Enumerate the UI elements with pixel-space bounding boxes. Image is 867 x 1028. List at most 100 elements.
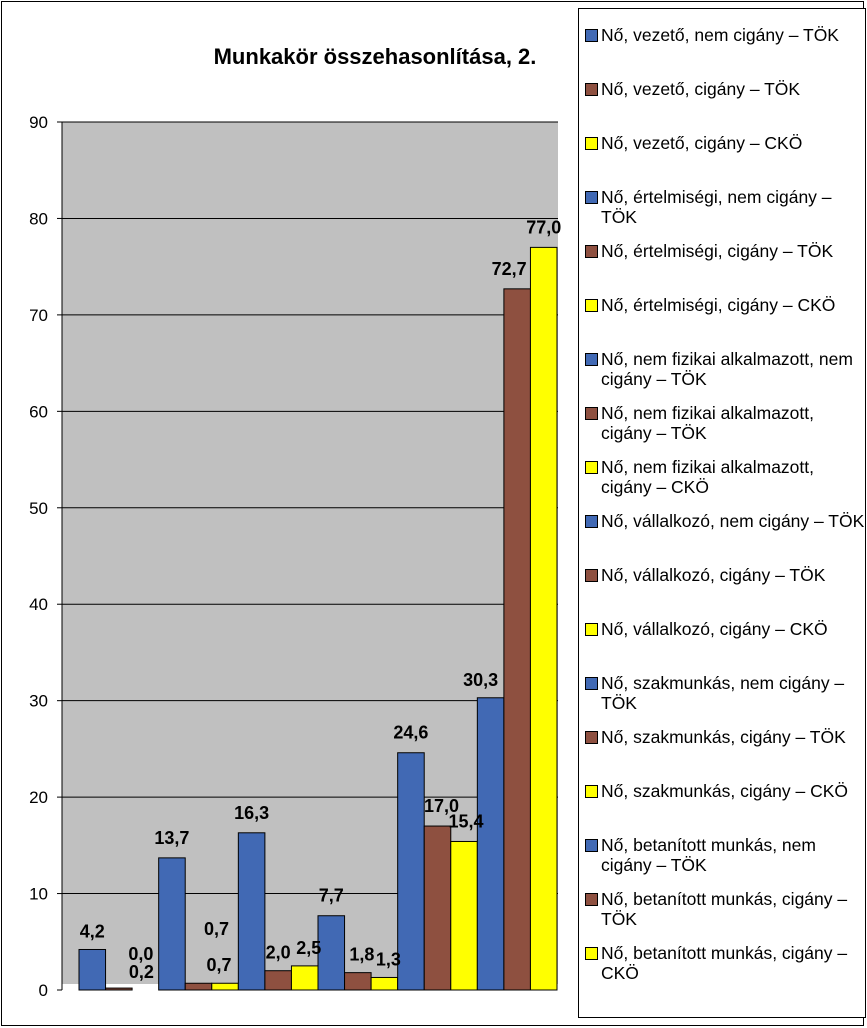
data-label: 15,4 (449, 811, 484, 831)
bar (184, 982, 213, 991)
legend-item: Nő, szakmunkás, nem cigány – TÖK (585, 673, 865, 713)
bar (158, 857, 186, 991)
legend-swatch (585, 353, 598, 366)
legend-label: Nő, vezető, cigány – CKÖ (601, 133, 803, 153)
legend-swatch (585, 407, 598, 420)
legend-item: Nő, értelmiségi, nem cigány – TÖK (585, 187, 865, 227)
bar (529, 246, 558, 991)
data-label: 13,7 (154, 828, 189, 848)
legend-label: Nő, vállalkozó, nem cigány – TÖK (601, 511, 865, 531)
legend-swatch (585, 947, 598, 960)
legend-label: Nő, vezető, nem cigány – TÖK (601, 25, 839, 45)
legend-item: Nő, betanított munkás, nem cigány – TÖK (585, 835, 865, 875)
legend-item: Nő, vezető, cigány – CKÖ (585, 133, 865, 153)
legend-item: Nő, vállalkozó, cigány – CKÖ (585, 619, 865, 639)
legend-item: Nő, értelmiségi, cigány – CKÖ (585, 295, 865, 315)
legend-swatch (585, 515, 598, 528)
legend-swatch (585, 785, 598, 798)
bar-chart: 0 10 20 30 40 50 60 70 80 90 4,2 0,00,2 13,7 0,7 0,7 16… (29, 113, 561, 1000)
data-label: 4,2 (80, 921, 105, 941)
legend-item: Nő, nem fizikai alkalmazott, nem cigány … (585, 349, 865, 389)
legend-label: Nő, nem fizikai alkalmazott, cigány – CK… (601, 457, 814, 497)
legend-item: Nő, vezető, nem cigány – TÖK (585, 25, 865, 45)
legend-item: Nő, nem fizikai alkalmazott, cigány – CK… (585, 457, 865, 497)
legend-label: Nő, szakmunkás, cigány – CKÖ (601, 781, 849, 801)
legend-item: Nő, szakmunkás, cigány – CKÖ (585, 781, 865, 801)
legend-item: Nő, betanított munkás, cigány – CKÖ (585, 943, 865, 983)
legend-swatch (585, 83, 598, 96)
legend-swatch (585, 29, 598, 42)
y-tick-label: 20 (29, 788, 48, 807)
legend-item: Nő, szakmunkás, cigány – TÖK (585, 727, 865, 747)
data-label: 0,2 (129, 962, 154, 982)
legend-label: Nő, értelmiségi, nem cigány – TÖK (601, 187, 832, 227)
bar (264, 970, 292, 991)
data-label: 1,3 (376, 949, 401, 969)
data-label: 7,7 (319, 886, 344, 906)
data-label: 1,8 (349, 945, 374, 965)
y-tick-label: 90 (29, 113, 48, 132)
legend-label: Nő, betanított munkás, cigány – CKÖ (601, 943, 848, 983)
legend-swatch (585, 191, 598, 204)
data-label: 24,6 (393, 723, 428, 743)
bar (370, 976, 399, 991)
chart-title: Munkakör összehasonlítása, 2. (213, 44, 537, 69)
legend-swatch (585, 299, 598, 312)
y-tick-label: 30 (29, 692, 48, 711)
bar (237, 832, 266, 991)
data-label: 0,7 (204, 919, 229, 939)
data-label: 16,3 (234, 803, 269, 823)
legend-swatch (585, 245, 598, 258)
legend-item: Nő, betanított munkás, cigány – TÖK (585, 889, 865, 929)
legend-label: Nő, betanított munkás, cigány – TÖK (601, 889, 848, 929)
bar (397, 752, 425, 991)
bar (78, 948, 107, 991)
chart-legend: Nő, vezető, nem cigány – TÖK Nő, vezető, … (578, 8, 866, 1018)
data-label: 30,3 (463, 670, 498, 690)
legend-swatch (585, 137, 598, 150)
y-tick-label: 80 (29, 209, 48, 228)
legend-label: Nő, vállalkozó, cigány – CKÖ (601, 619, 828, 639)
y-tick-label: 70 (29, 306, 48, 325)
data-label: 0,7 (207, 955, 232, 975)
data-label: 0,0 (128, 944, 153, 964)
bar (344, 972, 372, 991)
data-label: 2,0 (266, 943, 291, 963)
legend-label: Nő, értelmiségi, cigány – CKÖ (601, 295, 836, 315)
legend-label: Nő, vezető, cigány – TÖK (601, 79, 801, 99)
data-label: 17,0 (424, 796, 459, 816)
bar (290, 965, 319, 991)
legend-label: Nő, nem fizikai alkalmazott, nem cigány … (601, 349, 853, 389)
legend-item: Nő, értelmiségi, cigány – TÖK (585, 241, 865, 261)
data-label: 2,5 (296, 938, 321, 958)
legend-label: Nő, szakmunkás, nem cigány – TÖK (601, 673, 845, 713)
legend-label: Nő, nem fizikai alkalmazott, cigány – TÖ… (601, 403, 814, 443)
legend-swatch (585, 893, 598, 906)
bar (503, 288, 531, 991)
legend-item: Nő, vezető, cigány – TÖK (585, 79, 865, 99)
legend-swatch (585, 623, 598, 636)
legend-label: Nő, értelmiségi, cigány – TÖK (601, 241, 834, 261)
bar (105, 987, 133, 991)
legend-swatch (585, 461, 598, 474)
bar (317, 915, 346, 991)
legend-item: Nő, nem fizikai alkalmazott, cigány – TÖ… (585, 403, 865, 443)
bar (423, 825, 452, 991)
y-tick-label: 10 (29, 885, 48, 904)
bar (476, 697, 505, 991)
legend-label: Nő, szakmunkás, cigány – TÖK (601, 727, 846, 747)
bar (450, 840, 478, 991)
data-label: 72,7 (492, 259, 527, 279)
y-tick-label: 60 (29, 402, 48, 421)
y-tick-label: 50 (29, 499, 48, 518)
legend-item: Nő, vállalkozó, nem cigány – TÖK (585, 511, 865, 531)
data-label: 77,0 (526, 217, 561, 237)
y-tick-label: 0 (39, 981, 48, 1000)
y-tick-label: 40 (29, 595, 48, 614)
legend-swatch (585, 677, 598, 690)
legend-swatch (585, 839, 598, 852)
legend-swatch (585, 569, 598, 582)
legend-label: Nő, betanított munkás, nem cigány – TÖK (601, 835, 816, 875)
legend-label: Nő, vállalkozó, cigány – TÖK (601, 565, 826, 585)
legend-swatch (585, 731, 598, 744)
